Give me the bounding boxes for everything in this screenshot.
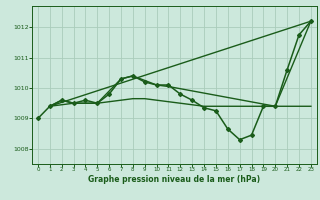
X-axis label: Graphe pression niveau de la mer (hPa): Graphe pression niveau de la mer (hPa)	[88, 175, 260, 184]
